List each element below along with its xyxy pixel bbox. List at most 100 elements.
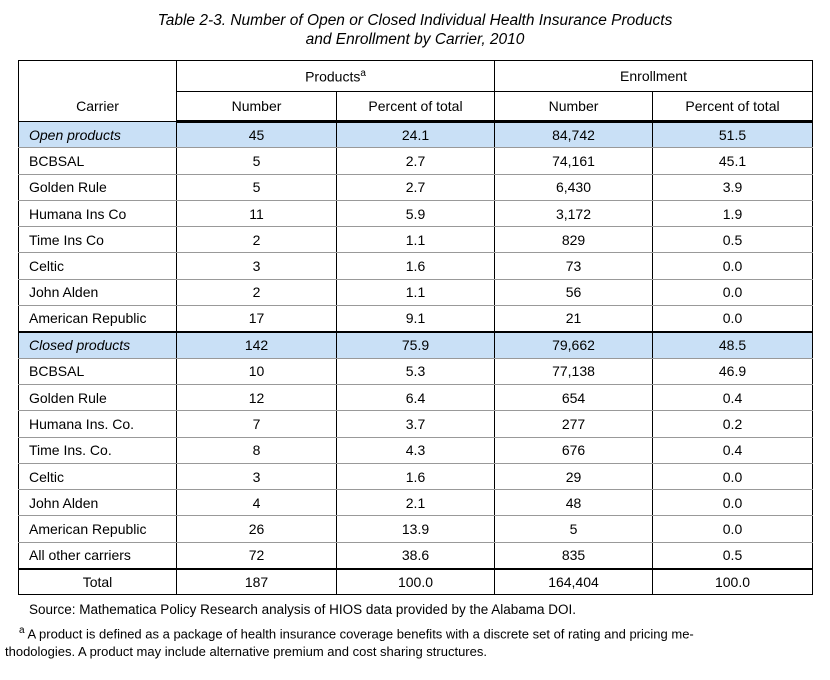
header-group-row: Carrier Productsa Enrollment [18, 60, 813, 122]
value-cell: 4 [176, 489, 337, 517]
value-cell: 0.2 [651, 410, 813, 438]
value-cell: 79,662 [494, 330, 653, 359]
col-group-products: Productsa [176, 60, 495, 92]
value-cell: 48.5 [651, 330, 813, 359]
value-cell: 29 [494, 463, 653, 491]
value-cell: 74,161 [494, 147, 653, 175]
carrier-cell: Closed products [18, 330, 177, 359]
value-cell: 17 [176, 305, 337, 333]
value-cell: 654 [494, 384, 653, 412]
value-cell: 26 [176, 515, 337, 543]
table-row: American Republic 26 13.9 5 0.0 [18, 515, 813, 543]
carrier-cell: John Alden [18, 489, 177, 517]
col-header-products-number: Number [176, 91, 337, 123]
value-cell: 46.9 [651, 358, 813, 385]
value-cell: 2.1 [336, 489, 495, 517]
value-cell: 73 [494, 252, 653, 280]
value-cell: 84,742 [494, 121, 653, 149]
value-cell: 5 [494, 515, 653, 543]
table-row: Celtic 3 1.6 29 0.0 [18, 463, 813, 491]
value-cell: 3,172 [494, 200, 653, 228]
value-cell: 142 [176, 330, 337, 359]
value-cell: 0.4 [651, 437, 813, 464]
products-footnote-marker: a [360, 67, 366, 79]
carrier-cell: American Republic [18, 515, 177, 543]
table-row: American Republic 17 9.1 21 0.0 [18, 305, 813, 333]
value-cell: 56 [494, 279, 653, 307]
value-cell: 829 [494, 226, 653, 254]
carrier-cell: American Republic [18, 305, 177, 333]
value-cell: 164,404 [494, 567, 653, 595]
carrier-cell: John Alden [18, 279, 177, 307]
value-cell: 3 [176, 463, 337, 491]
value-cell: 12 [176, 384, 337, 412]
table-row: Humana Ins Co 11 5.9 3,172 1.9 [18, 200, 813, 228]
table-row: Humana Ins. Co. 7 3.7 277 0.2 [18, 410, 813, 438]
col-group-products-label: Products [305, 68, 361, 85]
value-cell: 10 [176, 358, 337, 385]
carrier-cell: Time Ins. Co. [18, 437, 177, 464]
value-cell: 1.6 [336, 252, 495, 280]
table-row: John Alden 2 1.1 56 0.0 [18, 279, 813, 307]
carrier-cell: Total [18, 567, 177, 595]
value-cell: 835 [494, 542, 653, 570]
carrier-cell: Celtic [18, 463, 177, 491]
value-cell: 676 [494, 437, 653, 464]
value-cell: 9.1 [336, 305, 495, 333]
value-cell: 0.0 [651, 279, 813, 307]
value-cell: 72 [176, 542, 337, 570]
table-row: BCBSAL 5 2.7 74,161 45.1 [18, 147, 813, 175]
value-cell: 1.1 [336, 279, 495, 307]
value-cell: 5.3 [336, 358, 495, 385]
value-cell: 45 [176, 121, 337, 149]
value-cell: 6,430 [494, 174, 653, 201]
table-row: Golden Rule 12 6.4 654 0.4 [18, 384, 813, 412]
section-row: Open products 45 24.1 84,742 51.5 [18, 121, 813, 149]
value-cell: 24.1 [336, 121, 495, 149]
carrier-cell: Golden Rule [18, 384, 177, 412]
value-cell: 187 [176, 567, 337, 595]
value-cell: 77,138 [494, 358, 653, 385]
value-cell: 38.6 [336, 542, 495, 570]
table-row: BCBSAL 10 5.3 77,138 46.9 [18, 358, 813, 385]
footnote-marker: a [19, 625, 25, 637]
value-cell: 0.0 [651, 305, 813, 333]
value-cell: 51.5 [651, 121, 813, 149]
value-cell: 75.9 [336, 330, 495, 359]
value-cell: 0.0 [651, 252, 813, 280]
value-cell: 277 [494, 410, 653, 438]
value-cell: 6.4 [336, 384, 495, 412]
value-cell: 2.7 [336, 147, 495, 175]
table-row: John Alden 4 2.1 48 0.0 [18, 489, 813, 517]
value-cell: 0.0 [651, 489, 813, 517]
footnote-line1: a A product is defined as a package of h… [5, 622, 830, 642]
col-header-products-percent: Percent of total [336, 91, 495, 123]
value-cell: 48 [494, 489, 653, 517]
carrier-cell: Open products [18, 121, 177, 149]
value-cell: 7 [176, 410, 337, 438]
value-cell: 2 [176, 279, 337, 307]
value-cell: 3.7 [336, 410, 495, 438]
value-cell: 5.9 [336, 200, 495, 228]
footnote-line1-text: A product is defined as a package of hea… [27, 626, 694, 642]
header-sub-row: Number Percent of total Number Percent o… [19, 91, 813, 123]
carrier-cell: Celtic [18, 252, 177, 280]
value-cell: 45.1 [651, 147, 813, 175]
table-title-line1: Table 2-3. Number of Open or Closed Indi… [157, 12, 673, 29]
value-cell: 100.0 [651, 567, 813, 595]
carrier-cell: Humana Ins Co [18, 200, 177, 228]
value-cell: 5 [176, 147, 337, 175]
total-row: Total 187 100.0 164,404 100.0 [18, 567, 813, 595]
value-cell: 3 [176, 252, 337, 280]
value-cell: 5 [176, 174, 337, 201]
health-insurance-table: Carrier Productsa Enrollment Number Perc… [18, 60, 814, 596]
value-cell: 1.6 [336, 463, 495, 491]
value-cell: 8 [176, 437, 337, 464]
table-title: Table 2-3. Number of Open or Closed Indi… [0, 11, 830, 49]
value-cell: 0.4 [651, 384, 813, 412]
value-cell: 3.9 [651, 174, 813, 201]
value-cell: 13.9 [336, 515, 495, 543]
value-cell: 0.5 [651, 226, 813, 254]
value-cell: 1.1 [336, 226, 495, 254]
